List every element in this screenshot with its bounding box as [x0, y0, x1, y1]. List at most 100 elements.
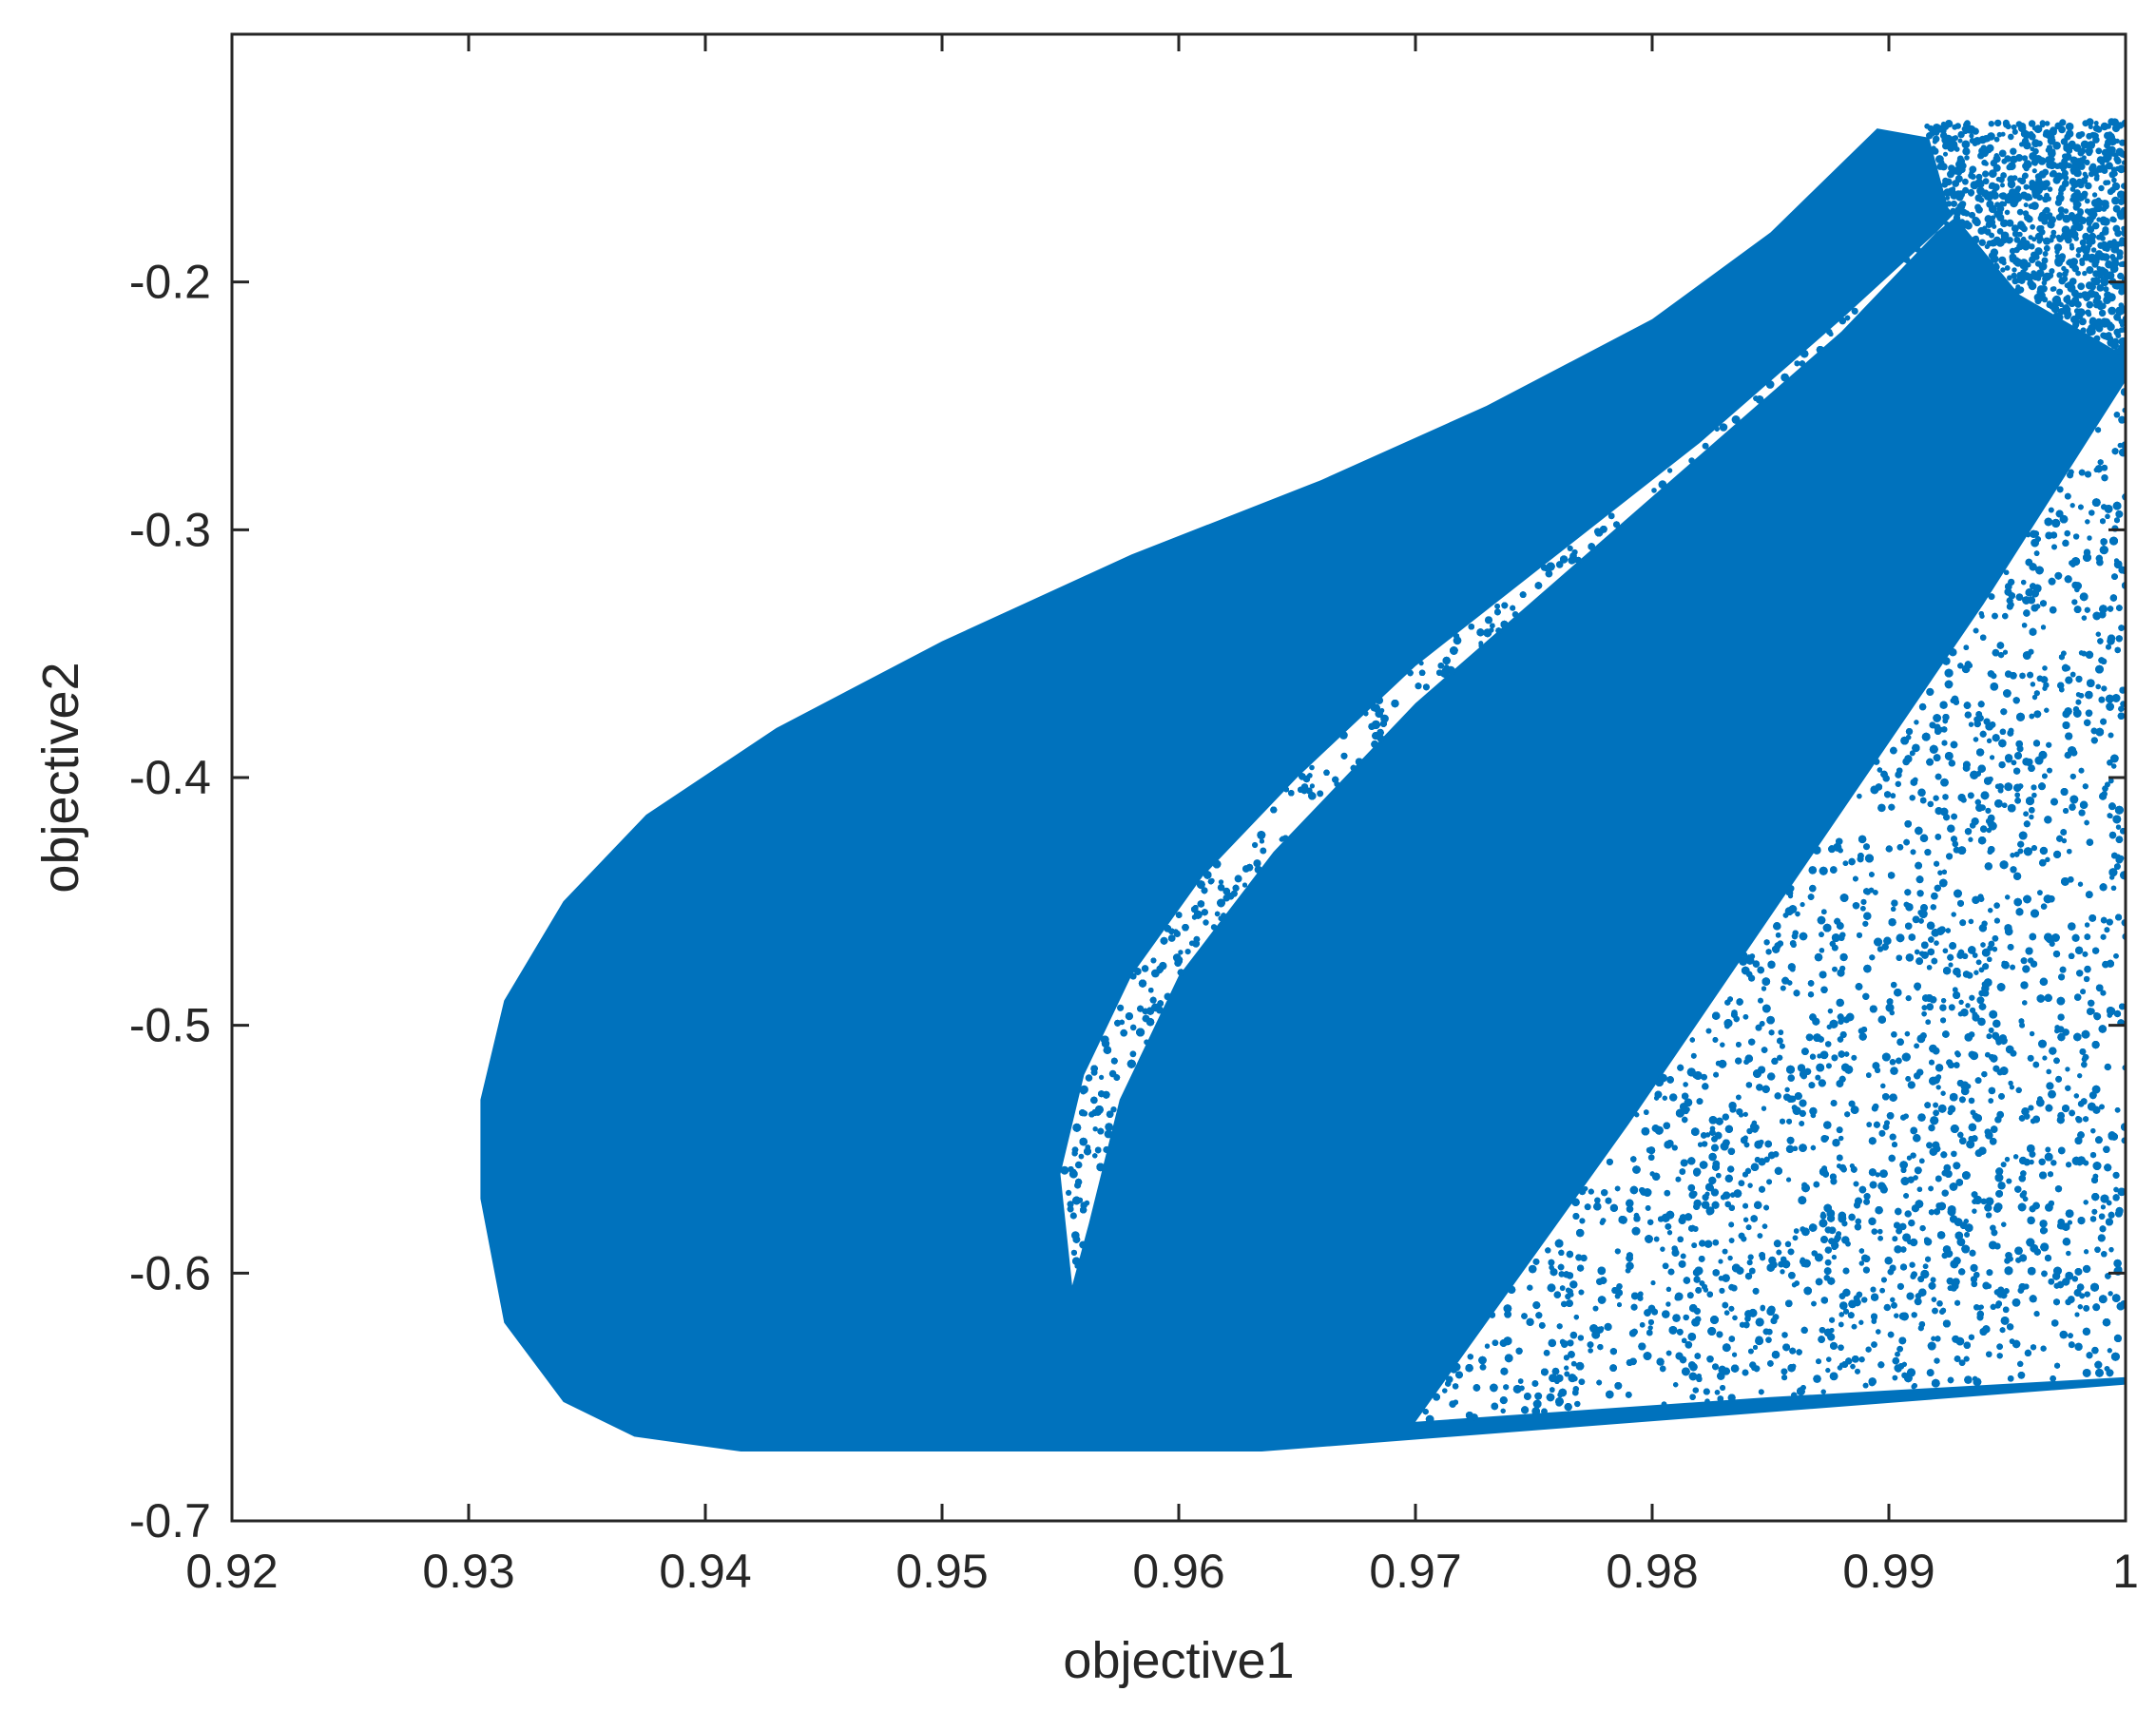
scatter-point	[1148, 988, 1154, 993]
scatter-point	[1156, 965, 1165, 973]
scatter-point	[1607, 512, 1615, 520]
scatter-point	[1069, 1212, 1077, 1220]
scatter-point	[1545, 569, 1553, 578]
scatter-point	[1245, 863, 1254, 872]
scatter-point	[1495, 627, 1502, 634]
scatter-point	[1105, 1123, 1113, 1131]
scatter-point	[1851, 307, 1858, 315]
scatter-point	[1178, 950, 1184, 955]
scatter-point	[1079, 1240, 1088, 1249]
scatter-point	[1230, 890, 1238, 897]
scatter-point	[1666, 468, 1673, 473]
scatter-point	[1332, 776, 1339, 783]
scatter-point	[1114, 1019, 1121, 1027]
scatter-point	[1173, 929, 1179, 934]
scatter-point	[1070, 1249, 1077, 1256]
scatter-point	[1141, 965, 1149, 972]
scatter-point	[1175, 956, 1184, 964]
scatter-point	[1203, 871, 1212, 879]
scatter-point	[1182, 924, 1189, 932]
scatter-point	[1164, 925, 1171, 932]
scatter-point	[1151, 1003, 1160, 1012]
scatter-point	[1072, 1257, 1081, 1265]
scatter-points	[480, 118, 2126, 1452]
scatter-point	[1800, 350, 1809, 358]
scatter-point	[1232, 884, 1240, 892]
scatter-point	[1375, 709, 1383, 718]
scatter-point	[1125, 1012, 1133, 1021]
scatter-point	[1175, 912, 1183, 918]
scatter-point	[1197, 900, 1205, 908]
scatter-point	[1075, 1178, 1083, 1186]
scatter-point	[1197, 880, 1205, 889]
scatter-point	[1371, 740, 1378, 748]
scatter-point	[1714, 426, 1720, 432]
scatter-point	[1915, 246, 1921, 253]
scatter-point	[1072, 1123, 1082, 1132]
scatter-point	[1103, 1046, 1112, 1054]
scatter-point	[1080, 1202, 1088, 1209]
scatter-point	[1136, 1028, 1145, 1037]
scatter-point	[1407, 669, 1414, 677]
scatter-point	[1555, 561, 1564, 568]
scatter-point	[1095, 1105, 1104, 1114]
scatter-point	[1201, 909, 1208, 916]
scatter-point	[1588, 543, 1595, 550]
scatter-point	[1379, 720, 1387, 727]
scatter-point	[1510, 605, 1516, 611]
scatter-point	[1257, 831, 1266, 839]
scatter-point	[1308, 792, 1317, 800]
scatter-point	[1511, 611, 1519, 618]
scatter-point	[1794, 360, 1800, 367]
scatter-point	[1203, 919, 1209, 926]
scatter-point	[1074, 1263, 1080, 1269]
scatter-point	[1437, 663, 1445, 669]
scatter-point	[1731, 415, 1741, 424]
scatter-point	[1074, 1161, 1083, 1169]
scatter-point	[1765, 380, 1775, 389]
scatter-point	[1067, 1201, 1074, 1208]
scatter-point	[1688, 457, 1695, 464]
scatter-point	[1242, 882, 1247, 888]
scatter-point	[1903, 256, 1911, 263]
scatter-point	[1099, 1074, 1105, 1080]
scatter-point	[1110, 1057, 1118, 1065]
scatter-point	[1149, 996, 1157, 1004]
scatter-point	[1146, 1018, 1155, 1027]
scatter-point	[1129, 1050, 1137, 1058]
scatter-point	[1339, 731, 1348, 740]
scatter-point	[1164, 992, 1172, 1001]
scatter-point	[1157, 1000, 1164, 1007]
scatter-point	[1079, 1137, 1088, 1146]
scatter-point	[1217, 883, 1225, 892]
scatter-point	[1222, 887, 1231, 895]
scatter-point	[1085, 1074, 1093, 1082]
scatter-point	[1534, 582, 1543, 589]
scatter-point	[1300, 787, 1308, 795]
scatter-point	[1184, 949, 1191, 955]
scatter-point	[1440, 669, 1449, 678]
scatter-point	[1120, 1029, 1128, 1037]
scatter-point	[1092, 1153, 1098, 1159]
scatter-point	[1071, 1150, 1078, 1157]
scatter-point	[1234, 875, 1242, 883]
scatter-point	[1376, 728, 1384, 737]
scatter-point	[1104, 1129, 1113, 1139]
scatter-point	[1110, 1106, 1117, 1113]
scatter-point	[1309, 764, 1315, 771]
scatter-point	[1103, 1145, 1110, 1154]
scatter-point	[1218, 915, 1224, 921]
scatter-point	[1500, 620, 1509, 628]
scatter-point	[1494, 608, 1501, 616]
scatter-point	[1096, 1163, 1105, 1172]
scatter-point	[1071, 1168, 1077, 1175]
scatter-point	[1546, 562, 1555, 571]
scatter-point	[1150, 957, 1157, 964]
scatter-point	[1259, 838, 1264, 844]
scatter-point	[1094, 1146, 1102, 1154]
scatter-point	[1191, 914, 1198, 920]
scatter-point	[1371, 720, 1380, 729]
scatter-point	[1317, 790, 1324, 798]
scatter-point	[1334, 781, 1340, 787]
